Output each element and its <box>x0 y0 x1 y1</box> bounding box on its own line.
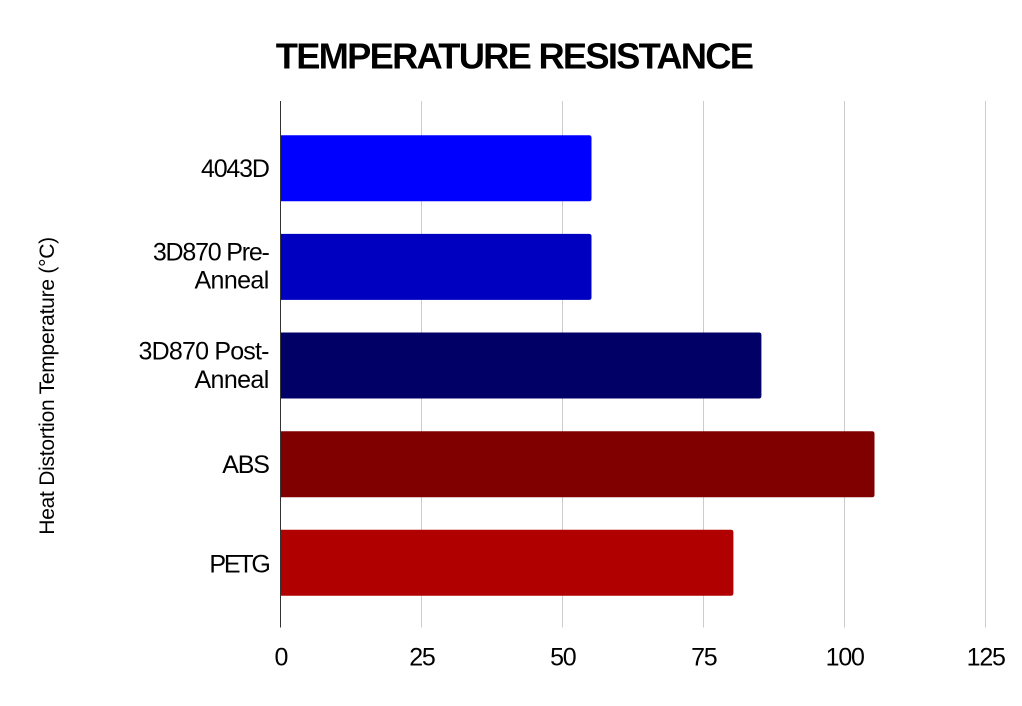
svg-text:Anneal: Anneal <box>194 267 268 295</box>
svg-text:Heat Distortion Temperature (°: Heat Distortion Temperature (°C) <box>36 237 59 535</box>
svg-text:25: 25 <box>409 643 435 671</box>
svg-text:100: 100 <box>826 643 864 671</box>
svg-text:50: 50 <box>550 643 576 671</box>
svg-text:3D870 Post-: 3D870 Post- <box>139 337 270 365</box>
svg-text:3D870 Pre-: 3D870 Pre- <box>153 238 270 266</box>
svg-text:ABS: ABS <box>222 451 269 479</box>
svg-text:125: 125 <box>967 643 1005 671</box>
svg-text:0: 0 <box>275 643 288 671</box>
svg-text:4043D: 4043D <box>201 155 269 183</box>
svg-text:TEMPERATURE RESISTANCE: TEMPERATURE RESISTANCE <box>276 36 753 77</box>
svg-text:Anneal: Anneal <box>194 366 268 394</box>
svg-text:75: 75 <box>691 643 717 671</box>
svg-text:PETG: PETG <box>209 550 269 578</box>
